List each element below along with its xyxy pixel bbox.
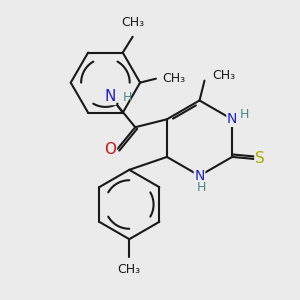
Text: N: N xyxy=(194,169,205,183)
Text: N: N xyxy=(227,112,237,126)
Text: CH₃: CH₃ xyxy=(118,263,141,276)
Text: S: S xyxy=(255,152,265,166)
Text: H: H xyxy=(239,108,249,121)
Text: CH₃: CH₃ xyxy=(212,69,236,82)
Text: O: O xyxy=(104,142,116,157)
Text: H: H xyxy=(197,181,206,194)
Text: H: H xyxy=(123,91,132,104)
Text: CH₃: CH₃ xyxy=(121,16,144,29)
Text: CH₃: CH₃ xyxy=(162,72,185,85)
Text: N: N xyxy=(104,89,116,104)
